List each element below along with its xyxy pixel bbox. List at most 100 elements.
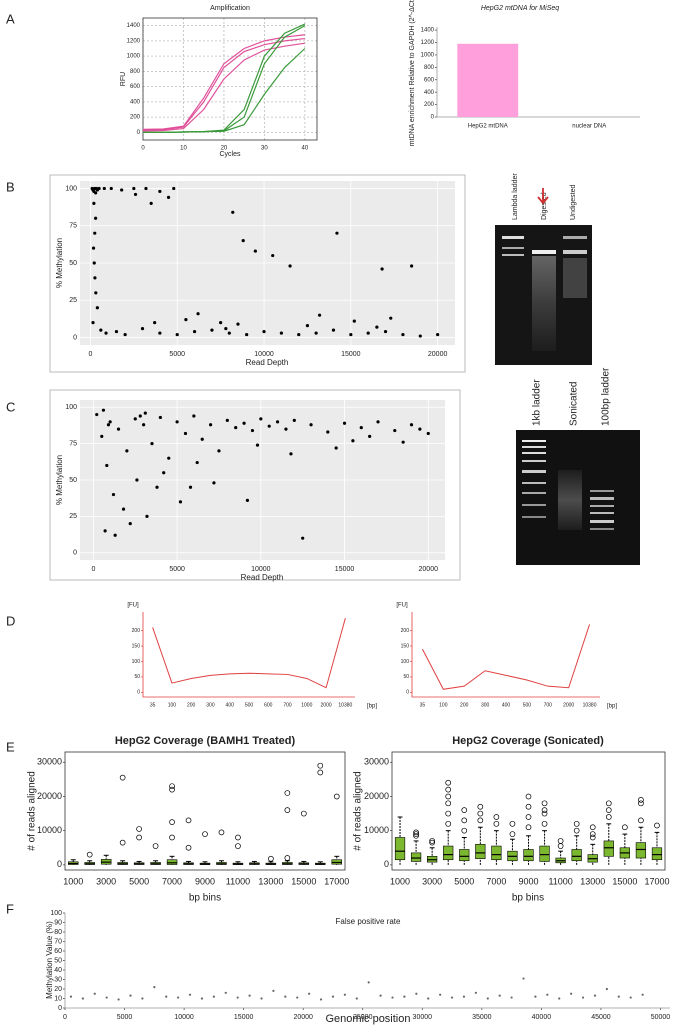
plot-frame: [142, 17, 318, 141]
x-tick-label: 17000: [644, 876, 669, 886]
point: [389, 316, 393, 320]
point: [335, 231, 339, 235]
point: [534, 995, 537, 998]
x-tick-label: 0: [91, 566, 95, 573]
point: [114, 329, 119, 334]
point: [401, 440, 405, 444]
outlier: [638, 817, 644, 824]
point: [317, 313, 322, 317]
point: [343, 993, 346, 996]
x-tick-label: 7000: [486, 876, 506, 886]
outlier: [638, 797, 644, 803]
outlier: [152, 843, 159, 849]
x-tick-label: 5000: [454, 876, 474, 886]
outlier: [493, 820, 500, 827]
point: [102, 186, 106, 191]
x-tick-label: 10000: [254, 351, 274, 358]
outlier: [589, 824, 596, 831]
y-tick-label: 800: [424, 65, 435, 71]
point: [296, 996, 299, 999]
x-axis-label: [bp]: [607, 704, 617, 710]
point: [349, 332, 353, 337]
point: [359, 426, 363, 430]
y-tick-label: 600: [424, 77, 435, 83]
point: [212, 481, 216, 485]
x-tick-label: 20000: [293, 1014, 313, 1021]
point: [116, 427, 121, 431]
point: [108, 420, 112, 424]
outlier: [317, 769, 324, 776]
point: [326, 430, 330, 434]
y-axis-label: # of reads aligned: [27, 771, 38, 851]
x-tick-label: 7000: [162, 876, 182, 886]
box: [539, 845, 550, 862]
outlier: [119, 839, 126, 846]
x-tick-label: 0: [88, 351, 92, 358]
point: [401, 332, 405, 337]
outlier: [333, 793, 340, 800]
point: [314, 331, 318, 335]
outlier: [413, 829, 419, 836]
lane-label: 1kb ladder: [532, 379, 543, 426]
point: [352, 319, 356, 323]
x-tick-label: 10000: [251, 566, 271, 573]
outlier: [525, 803, 532, 810]
x-tick-label: 600: [264, 702, 273, 708]
outlier: [413, 831, 419, 837]
outlier: [573, 820, 580, 827]
x-tick-label: 200: [187, 702, 196, 708]
y-tick-label: 20000: [364, 791, 389, 801]
point: [165, 995, 168, 998]
point: [212, 995, 215, 998]
point: [133, 417, 137, 421]
point: [418, 334, 422, 338]
lane-label: Digested: [541, 192, 548, 220]
y-tick-label: 200: [401, 628, 410, 634]
x-tick-label: 15000: [234, 1014, 254, 1021]
box: [635, 842, 647, 859]
point: [129, 994, 132, 997]
point: [351, 439, 355, 443]
y-axis-label: [FU]: [396, 603, 408, 609]
y-tick-label: 30: [54, 976, 62, 983]
x-tick-label: 1000: [63, 876, 83, 886]
x-tick-label: 5000: [117, 1014, 133, 1021]
x-axis-label: Cycles: [219, 151, 241, 158]
y-tick-label: 50: [69, 477, 77, 484]
point: [133, 192, 138, 197]
x-tick-label: 10: [180, 146, 187, 152]
x-tick-label: 15000: [341, 351, 361, 358]
lane-label: Lambda ladder: [512, 173, 519, 220]
plot-frame: [391, 751, 666, 871]
point: [113, 533, 117, 537]
outlier: [622, 824, 628, 831]
point: [376, 420, 380, 424]
point: [95, 306, 99, 310]
y-tick-label: 100: [65, 404, 77, 411]
point: [104, 331, 108, 335]
x-tick-label: 15000: [291, 876, 316, 886]
box: [394, 837, 406, 861]
point: [255, 443, 260, 447]
point: [605, 987, 608, 991]
point: [227, 331, 231, 335]
y-tick-label: 40: [54, 967, 62, 974]
x-tick-label: 5000: [169, 351, 185, 358]
point: [143, 411, 147, 415]
point: [158, 331, 162, 335]
point: [380, 267, 384, 271]
y-tick-label: 0: [73, 334, 77, 341]
point: [81, 997, 84, 1000]
point: [153, 321, 157, 325]
x-tick-label: 300: [481, 702, 490, 708]
gel-image: [516, 430, 640, 565]
point: [95, 412, 99, 417]
outlier: [445, 820, 452, 827]
x-tick-label: 3000: [96, 876, 116, 886]
point: [272, 989, 275, 993]
x-tick-label: 30000: [413, 1014, 433, 1021]
point: [379, 994, 382, 997]
point: [162, 471, 166, 475]
point: [123, 332, 127, 337]
point: [192, 414, 196, 418]
